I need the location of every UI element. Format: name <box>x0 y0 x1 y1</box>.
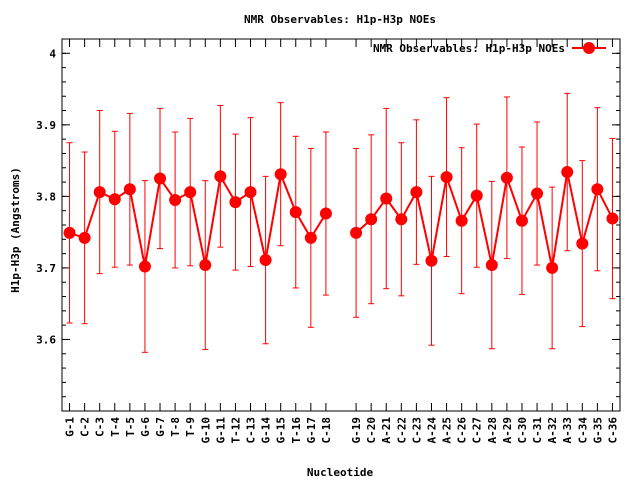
data-point <box>169 193 182 206</box>
x-tick-label: A-25 <box>441 417 454 444</box>
y-tick-label: 3.9 <box>36 119 56 132</box>
x-tick-label: A-32 <box>546 417 559 444</box>
data-point <box>108 193 121 206</box>
x-tick-label: G-7 <box>154 417 167 437</box>
data-point <box>606 212 619 225</box>
data-point <box>138 260 151 273</box>
x-tick-label: T-16 <box>290 417 303 444</box>
data-point <box>274 168 287 181</box>
data-point <box>440 171 453 184</box>
data-point <box>123 183 136 196</box>
x-tick-label: G-19 <box>350 417 363 444</box>
x-tick-label: G-17 <box>305 417 318 444</box>
x-tick-label: A-21 <box>380 417 393 444</box>
x-tick-label: G-6 <box>139 417 152 437</box>
series-line <box>69 170 327 267</box>
error-bars <box>66 92 616 353</box>
x-tick-label: T-9 <box>184 417 197 437</box>
data-point <box>546 261 559 274</box>
series-lines <box>69 170 614 269</box>
data-point <box>485 259 498 272</box>
data-point <box>259 254 272 267</box>
y-tick-label: 3.7 <box>36 262 56 275</box>
x-tick-label: C-3 <box>94 417 107 437</box>
x-tick-label: C-34 <box>576 417 589 444</box>
x-tick-label: G-14 <box>260 417 273 444</box>
data-point <box>455 214 468 227</box>
x-tick-label: C-30 <box>516 417 529 444</box>
plot-area <box>61 38 621 412</box>
y-axis: 3.6 3.7 3.8 3.9 4 <box>36 38 620 412</box>
x-tick-label: A-29 <box>501 417 514 444</box>
x-axis-label: Nucleotide <box>307 466 374 479</box>
data-point <box>410 186 423 199</box>
data-point <box>229 196 242 209</box>
data-point <box>515 214 528 227</box>
data-point <box>244 186 257 199</box>
x-tick-label: G-15 <box>275 417 288 444</box>
data-point <box>199 259 212 272</box>
data-points <box>63 166 619 274</box>
x-tick-label: T-4 <box>109 417 122 437</box>
x-tick-label: C-27 <box>471 417 484 444</box>
legend-marker <box>583 42 595 54</box>
data-point <box>350 226 363 239</box>
x-tick-label: C-23 <box>410 417 423 444</box>
x-tick-label: T-8 <box>169 417 182 437</box>
chart-title: NMR Observables: H1p-H3p NOEs <box>244 13 436 26</box>
x-tick-label: G-11 <box>214 417 227 444</box>
data-point <box>425 254 438 267</box>
data-point <box>576 237 589 250</box>
data-point <box>184 186 197 199</box>
data-point <box>63 226 76 239</box>
x-tick-label: C-36 <box>606 417 619 444</box>
data-point <box>214 170 227 183</box>
y-tick-label: 3.6 <box>36 333 56 346</box>
x-tick-label: A-24 <box>425 417 438 444</box>
x-tick-label: G-10 <box>199 417 212 444</box>
x-tick-label: G-1 <box>64 417 77 437</box>
data-point <box>380 192 393 205</box>
data-point <box>93 186 106 199</box>
data-point <box>154 172 167 185</box>
data-point <box>531 187 544 200</box>
data-point <box>395 213 408 226</box>
data-point <box>319 207 332 220</box>
data-point <box>561 166 574 179</box>
x-tick-label: C-26 <box>456 417 469 444</box>
data-point <box>500 171 513 184</box>
legend-label: NMR Observables: H1p-H3p NOEs <box>373 42 565 55</box>
data-point <box>78 231 91 244</box>
x-tick-label: T-5 <box>124 417 137 437</box>
legend: NMR Observables: H1p-H3p NOEs <box>373 42 606 55</box>
x-axis: G-1 C-2 C-3 T-4 T-5 G-6 G-7 T-8 T-9 G-10 G-11 T-12 C… <box>64 39 619 444</box>
y-tick-label: 4 <box>49 47 56 60</box>
x-tick-label: A-33 <box>561 417 574 444</box>
x-tick-label: C-20 <box>365 417 378 444</box>
data-point <box>591 183 604 196</box>
x-tick-label: T-12 <box>229 417 242 444</box>
x-tick-label: C-22 <box>395 417 408 444</box>
data-point <box>365 213 378 226</box>
series-line <box>355 171 614 269</box>
data-point <box>289 206 302 219</box>
x-tick-label: G-35 <box>591 417 604 444</box>
x-tick-label: A-28 <box>486 417 499 444</box>
data-point <box>304 231 317 244</box>
y-axis-label: H1p-H3p (Angstroms) <box>9 167 22 293</box>
x-tick-label: C-18 <box>320 417 333 444</box>
y-tick-label: 3.8 <box>36 190 56 203</box>
x-tick-label: C-13 <box>245 417 258 444</box>
x-tick-label: C-31 <box>531 417 544 444</box>
x-tick-label: C-2 <box>79 417 92 437</box>
plot-border <box>61 38 621 412</box>
data-point <box>470 189 483 202</box>
